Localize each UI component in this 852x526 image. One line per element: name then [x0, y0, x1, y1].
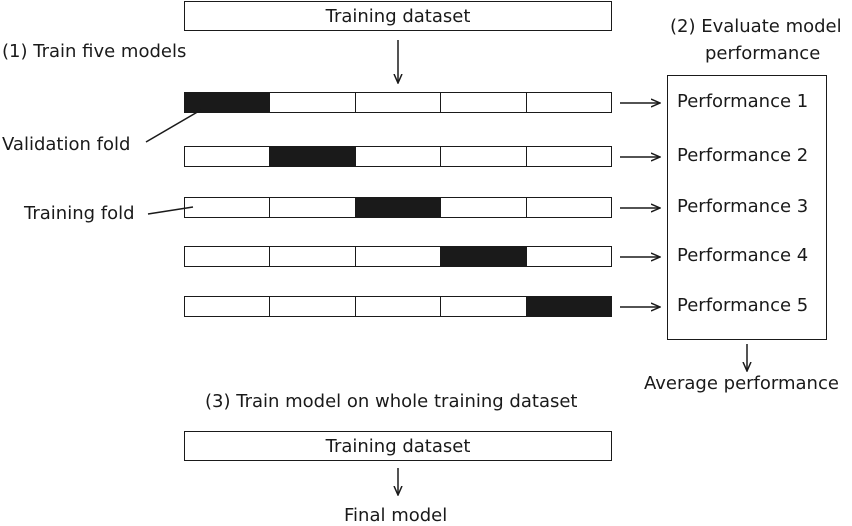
validation-fold-leader: [145, 106, 207, 143]
fold-5-4: [441, 297, 527, 316]
fold-row-4: [184, 246, 612, 267]
fold-row-3: [184, 197, 612, 218]
performance-3: Performance 3: [677, 196, 809, 217]
fold-2-2: [270, 147, 356, 166]
fold-row-1: [184, 92, 612, 113]
fold-4-5: [526, 247, 612, 266]
fold-row-2: [184, 146, 612, 167]
fold-3-3: [355, 198, 442, 217]
top-training-dataset-box: Training dataset: [184, 1, 612, 31]
fold-1-5: [526, 93, 612, 112]
fold-3-1: [185, 198, 271, 217]
fold-1-4: [441, 93, 527, 112]
fold-2-3: [355, 147, 442, 166]
average-performance-label: Average performance: [644, 373, 839, 394]
top-training-dataset-label: Training dataset: [325, 5, 471, 27]
step2-label-line2: performance: [705, 43, 821, 64]
training-fold-leader: [147, 206, 194, 215]
fold-4-4: [441, 247, 527, 266]
fold-5-2: [270, 297, 356, 316]
fold-4-1: [185, 247, 271, 266]
performance-1: Performance 1: [677, 91, 809, 112]
performance-4: Performance 4: [677, 245, 809, 266]
fold-1-1: [185, 93, 271, 112]
fold-2-4: [441, 147, 527, 166]
fold-1-2: [270, 93, 356, 112]
performance-box: [667, 75, 827, 340]
fold-4-2: [270, 247, 356, 266]
fold-5-1: [185, 297, 271, 316]
training-fold-label: Training fold: [24, 203, 135, 224]
performance-2: Performance 2: [677, 145, 809, 166]
fold-2-1: [185, 147, 271, 166]
validation-fold-label: Validation fold: [2, 134, 131, 155]
final-model-label: Final model: [344, 505, 448, 526]
bottom-training-dataset-box: Training dataset: [184, 431, 612, 461]
fold-3-4: [441, 198, 527, 217]
step3-label: (3) Train model on whole training datase…: [205, 391, 578, 412]
step1-label: (1) Train five models: [2, 41, 187, 62]
fold-1-3: [355, 93, 442, 112]
fold-row-5: [184, 296, 612, 317]
performance-5: Performance 5: [677, 295, 809, 316]
fold-2-5: [526, 147, 612, 166]
fold-4-3: [355, 247, 442, 266]
fold-3-5: [526, 198, 612, 217]
fold-5-5: [526, 297, 612, 316]
fold-5-3: [355, 297, 442, 316]
bottom-training-dataset-label: Training dataset: [325, 435, 471, 457]
fold-3-2: [270, 198, 356, 217]
step2-label-line1: (2) Evaluate model: [670, 16, 842, 37]
